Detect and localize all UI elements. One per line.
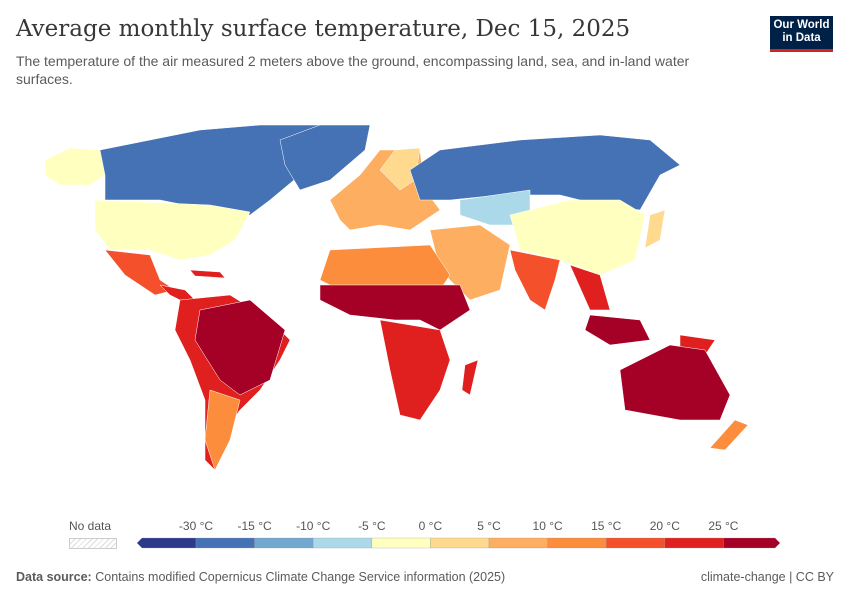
region-greenland[interactable] xyxy=(279,124,371,191)
legend-bin[interactable] xyxy=(664,537,724,549)
legend-bin[interactable] xyxy=(313,537,372,549)
legend-tick-label: 10 °C xyxy=(532,519,563,533)
region-madagascar[interactable] xyxy=(461,359,479,396)
europe-asia xyxy=(329,134,716,356)
legend-tick-label: -10 °C xyxy=(296,519,331,533)
region-brazil[interactable] xyxy=(194,299,286,396)
legend-bin[interactable] xyxy=(430,537,490,549)
legend-bin[interactable] xyxy=(606,537,665,549)
legend-bin[interactable] xyxy=(195,537,255,549)
legend-bin[interactable] xyxy=(723,537,781,549)
data-source-text: Contains modified Copernicus Climate Cha… xyxy=(95,570,506,584)
region-usa[interactable] xyxy=(94,199,251,261)
data-source-label: Data source: xyxy=(16,570,92,584)
legend-bin[interactable] xyxy=(136,537,197,549)
subtitle: The temperature of the air measured 2 me… xyxy=(16,53,690,87)
region-japan[interactable] xyxy=(644,209,666,249)
region-russia[interactable] xyxy=(409,134,681,211)
region-north-africa[interactable] xyxy=(319,244,451,291)
legend-tick-label: 25 °C xyxy=(708,519,739,533)
region-southeast-asia[interactable] xyxy=(569,264,611,311)
legend-tick-label: -30 °C xyxy=(178,519,214,533)
legend-tick-label: -5 °C xyxy=(358,519,386,533)
license-link[interactable]: climate-change | CC BY xyxy=(700,570,834,584)
legend-tick-label: -15 °C xyxy=(237,519,272,533)
data-source: Data source: Contains modified Copernicu… xyxy=(16,570,505,584)
page-title: Average monthly surface temperature, Dec… xyxy=(16,16,631,42)
legend-bin[interactable] xyxy=(547,537,607,549)
region-india[interactable] xyxy=(509,249,561,311)
legend-tick-label: 15 °C xyxy=(591,519,622,533)
region-scandinavia[interactable] xyxy=(379,147,421,191)
legend-bin[interactable] xyxy=(371,537,431,549)
region-canada[interactable] xyxy=(99,124,341,216)
region-china[interactable] xyxy=(509,199,646,276)
legend-tick-label: 20 °C xyxy=(649,519,680,533)
region-indonesia[interactable] xyxy=(584,314,651,346)
north-america xyxy=(44,124,371,306)
region-alaska[interactable] xyxy=(44,147,106,186)
region-sahel[interactable] xyxy=(319,284,471,331)
region-australia[interactable] xyxy=(619,344,731,421)
region-argentina[interactable] xyxy=(204,389,241,471)
region-southern-africa[interactable] xyxy=(379,319,451,421)
africa xyxy=(319,244,479,421)
region-caribbean[interactable] xyxy=(189,269,226,279)
legend-bin[interactable] xyxy=(254,537,314,549)
no-data-swatch xyxy=(69,538,117,549)
oceania xyxy=(619,344,749,451)
south-america xyxy=(174,294,291,471)
legend-bin[interactable] xyxy=(488,537,548,549)
no-data-label: No data xyxy=(69,519,112,533)
legend-tick-label: 0 °C xyxy=(418,519,443,533)
legend-tick-label: 5 °C xyxy=(477,519,501,533)
owid-logo[interactable]: Our World in Data xyxy=(770,16,833,52)
region-new-zealand[interactable] xyxy=(709,419,749,451)
legend-bar xyxy=(136,537,781,549)
